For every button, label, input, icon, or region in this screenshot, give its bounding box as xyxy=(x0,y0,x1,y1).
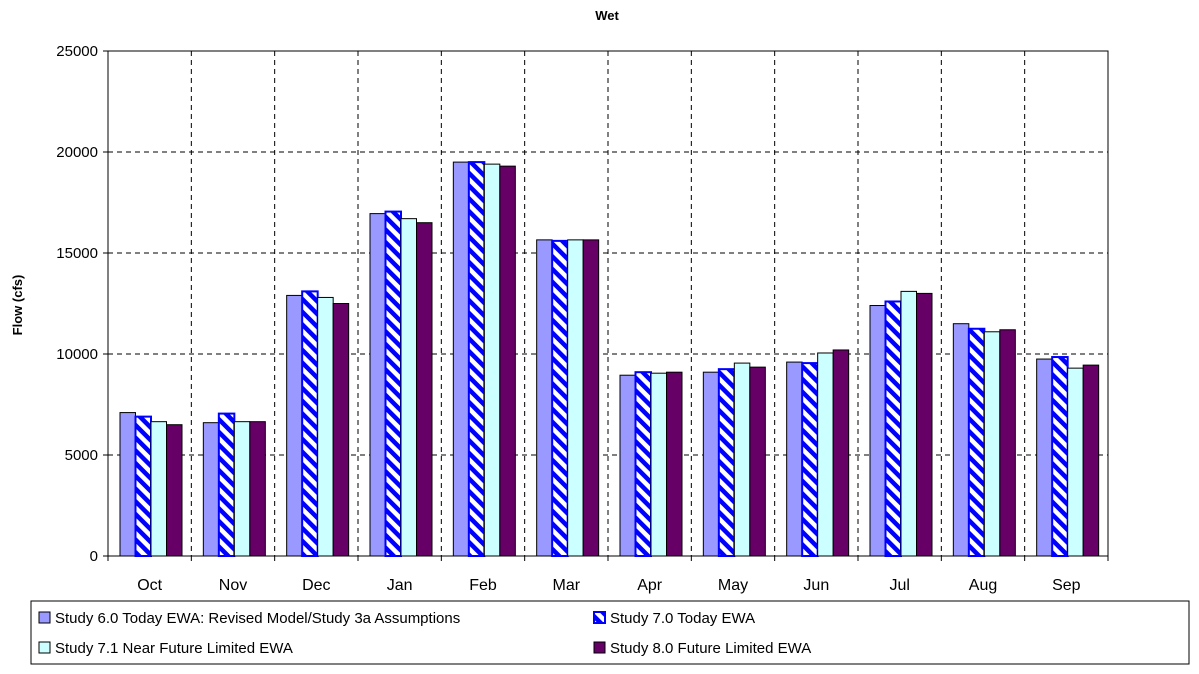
legend: Study 6.0 Today EWA: Revised Model/Study… xyxy=(30,600,1190,665)
bar-may-series-3 xyxy=(733,362,751,557)
bar-oct-series-1 xyxy=(119,412,136,557)
x-tick-label: Jan xyxy=(387,577,413,594)
y-tick-label: 20000 xyxy=(56,144,98,161)
bar-jan-series-2 xyxy=(384,210,402,557)
bar-mar-series-4 xyxy=(582,239,600,557)
x-tick-label: Feb xyxy=(469,577,497,594)
bar-apr-series-4 xyxy=(666,371,683,557)
bar-nov-series-2 xyxy=(217,412,236,557)
bar-dec-series-2 xyxy=(301,290,319,557)
bar-dec-series-4 xyxy=(332,303,350,557)
bar-feb-series-2 xyxy=(467,161,486,557)
bar-jul-series-2 xyxy=(884,300,902,558)
legend-label: Study 8.0 Future Limited EWA xyxy=(610,640,811,657)
bar-dec-series-3 xyxy=(317,296,334,557)
chart-title: Wet xyxy=(595,8,619,23)
bar-mar-series-2 xyxy=(551,239,569,557)
x-tick-label: Dec xyxy=(302,577,330,594)
legend-box xyxy=(30,600,1190,665)
bar-sep-series-1 xyxy=(1036,358,1053,557)
bar-may-series-1 xyxy=(702,371,720,557)
bar-jun-series-3 xyxy=(817,352,834,557)
y-tick-label: 25000 xyxy=(56,43,98,60)
x-tick-label: Sep xyxy=(1052,577,1081,594)
bar-sep-series-4 xyxy=(1082,364,1100,557)
bar-jul-series-3 xyxy=(900,290,917,557)
bar-oct-series-2 xyxy=(134,415,152,557)
x-tick-label: Oct xyxy=(137,577,162,594)
bar-aug-series-1 xyxy=(952,323,970,557)
bar-aug-series-3 xyxy=(983,331,1001,557)
legend-swatch xyxy=(38,641,51,654)
bar-jan-series-4 xyxy=(416,222,433,557)
bar-apr-series-2 xyxy=(634,371,652,557)
axes: 0 5000 10000 15000 20000 25000 Oct Nov Dec Jan Feb… xyxy=(56,43,1109,594)
y-axis-label: Flow (cfs) xyxy=(10,275,25,336)
bar-nov-series-3 xyxy=(233,421,251,557)
bar-oct-series-3 xyxy=(150,421,167,557)
x-tick-label: Jun xyxy=(803,577,829,594)
bar-feb-series-3 xyxy=(483,163,501,557)
bar-oct-series-4 xyxy=(166,424,183,557)
bar-feb-series-1 xyxy=(452,161,470,557)
bar-apr-series-3 xyxy=(650,372,667,557)
bar-aug-series-2 xyxy=(967,327,986,557)
legend-label: Study 7.0 Today EWA xyxy=(610,610,755,627)
bar-mar-series-1 xyxy=(536,239,553,557)
bar-mar-series-3 xyxy=(567,239,584,557)
legend-swatch xyxy=(593,641,606,654)
bar-nov-series-4 xyxy=(249,421,266,557)
bar-feb-series-4 xyxy=(499,165,516,557)
bar-jun-series-4 xyxy=(832,349,850,557)
y-tick-label: 15000 xyxy=(56,245,98,262)
x-tick-label: Mar xyxy=(553,577,581,594)
y-tick-label: 5000 xyxy=(65,447,98,464)
bar-jul-series-1 xyxy=(869,305,886,557)
bar-jan-series-1 xyxy=(369,213,386,557)
bar-jun-series-1 xyxy=(786,361,803,557)
y-tick-label: 0 xyxy=(90,548,98,565)
legend-label: Study 7.1 Near Future Limited EWA xyxy=(55,640,293,657)
bar-may-series-4 xyxy=(749,366,766,557)
legend-swatch xyxy=(593,611,606,624)
bar-sep-series-3 xyxy=(1067,367,1084,557)
bar-apr-series-1 xyxy=(619,374,636,557)
x-tick-label: Jul xyxy=(889,577,909,594)
bar-jul-series-4 xyxy=(916,292,933,557)
bars xyxy=(119,161,1100,558)
bar-sep-series-2 xyxy=(1051,356,1069,557)
bar-dec-series-1 xyxy=(286,294,303,557)
x-tick-label: Nov xyxy=(219,577,247,594)
bar-nov-series-1 xyxy=(202,422,220,557)
x-tick-label: Apr xyxy=(637,577,663,594)
bar-jan-series-3 xyxy=(400,218,417,557)
legend-label: Study 6.0 Today EWA: Revised Model/Study… xyxy=(55,610,460,627)
bar-aug-series-4 xyxy=(999,329,1016,557)
bar-jun-series-2 xyxy=(801,362,819,557)
x-tick-label: Aug xyxy=(969,577,997,594)
x-tick-label: May xyxy=(718,577,748,594)
bar-may-series-2 xyxy=(717,368,736,557)
legend-swatch xyxy=(38,611,51,624)
y-tick-label: 10000 xyxy=(56,346,98,363)
